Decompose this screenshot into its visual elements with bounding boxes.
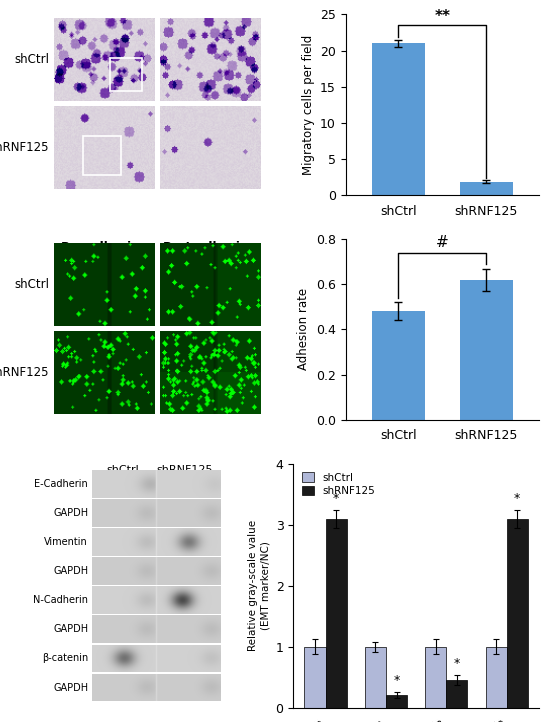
Y-axis label: Migratory cells per field: Migratory cells per field <box>301 35 315 175</box>
Text: *: * <box>454 658 460 671</box>
Y-axis label: Relative gray-scale value
(EMT marker/NC): Relative gray-scale value (EMT marker/NC… <box>249 521 270 651</box>
Text: shCtrl: shCtrl <box>14 53 49 66</box>
Text: ×400: ×400 <box>195 19 226 30</box>
Bar <box>326 519 346 708</box>
Text: *: * <box>333 492 339 505</box>
Text: β-catenin: β-catenin <box>42 653 88 664</box>
Legend: shCtrl, shRNF125: shCtrl, shRNF125 <box>299 469 378 499</box>
Text: GAPDH: GAPDH <box>53 682 88 692</box>
Text: ×100: ×100 <box>89 19 120 30</box>
Text: #: # <box>436 235 449 251</box>
Bar <box>447 680 468 708</box>
Bar <box>386 695 407 708</box>
Text: Pre-adhesion: Pre-adhesion <box>60 241 148 254</box>
Text: shCtrl: shCtrl <box>107 465 139 475</box>
Bar <box>305 647 326 708</box>
Text: N-Cadherin: N-Cadherin <box>33 596 88 605</box>
Text: GAPDH: GAPDH <box>53 508 88 518</box>
Text: **: ** <box>434 9 450 24</box>
Bar <box>372 43 425 195</box>
Text: shRNF125: shRNF125 <box>0 366 49 379</box>
Text: Post-adhesion: Post-adhesion <box>163 241 257 254</box>
Text: shRNF125: shRNF125 <box>156 465 213 475</box>
Text: Vimentin: Vimentin <box>45 537 88 547</box>
Bar <box>460 182 513 195</box>
Bar <box>372 311 425 419</box>
Bar <box>460 280 513 419</box>
Text: *: * <box>514 492 520 505</box>
Y-axis label: Adhesion rate: Adhesion rate <box>298 288 310 370</box>
Bar <box>486 647 507 708</box>
Bar <box>365 647 386 708</box>
Text: GAPDH: GAPDH <box>53 566 88 576</box>
Text: shCtrl: shCtrl <box>14 278 49 291</box>
Bar <box>425 647 447 708</box>
Text: *: * <box>393 674 400 687</box>
Bar <box>507 519 528 708</box>
Text: shRNF125: shRNF125 <box>0 142 49 155</box>
Text: E-Cadherin: E-Cadherin <box>35 479 88 489</box>
Text: GAPDH: GAPDH <box>53 625 88 635</box>
